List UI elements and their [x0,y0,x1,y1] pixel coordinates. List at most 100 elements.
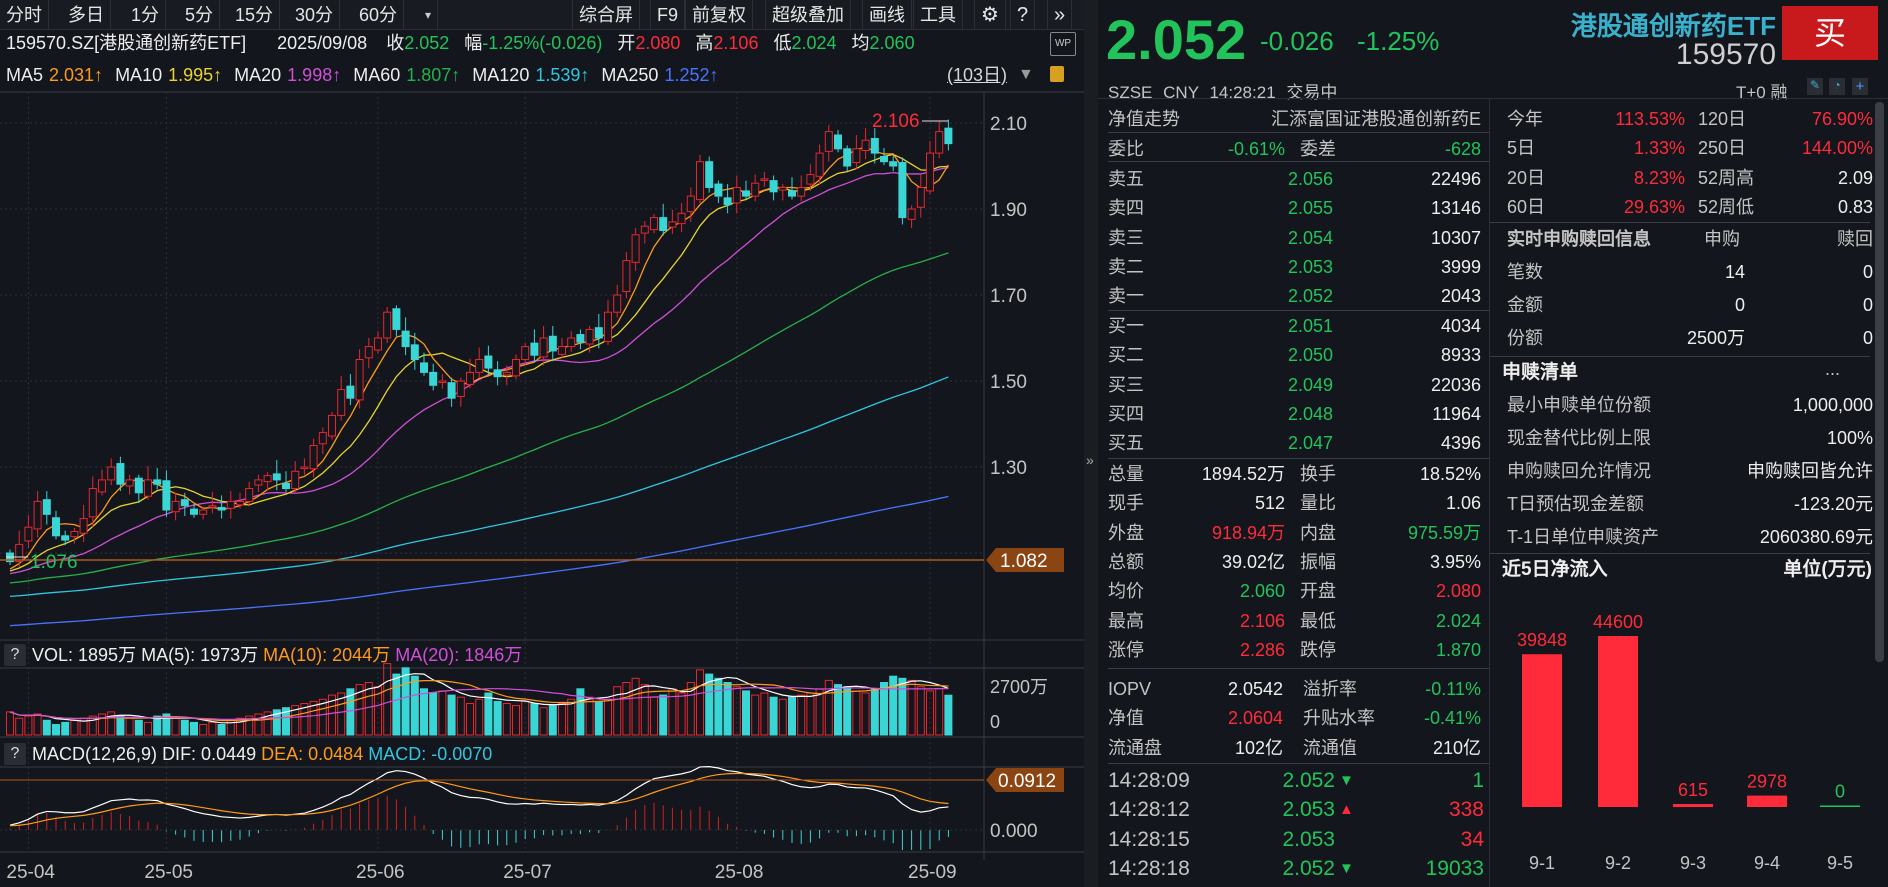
tool-button-1[interactable]: F9 [650,0,686,30]
candle [401,317,410,356]
bell-icon[interactable]: ◔ [1829,78,1845,95]
candle [346,374,355,406]
candle [98,469,106,496]
date-tick-label: 25-04 [6,862,55,883]
tool-button-3[interactable]: 超级叠加 [765,0,851,30]
divider [1108,132,1489,133]
basket-row-value: 2060380.69元 [1759,527,1873,547]
divider [1108,310,1489,311]
candle-body [613,294,622,313]
candle [521,343,530,365]
lock-icon[interactable] [1050,66,1064,82]
vol-help-button[interactable]: ? [4,644,26,666]
volume-bar [530,703,539,736]
stats-value: 918.94万 [1211,522,1285,543]
returns-label2: 250日 [1698,138,1747,159]
level-price: 2.052 [1287,286,1333,307]
candle [24,515,33,548]
period-tab-1[interactable]: 多日 [62,0,111,30]
candle [815,144,824,185]
current-price-tag: 1.082 [1000,551,1048,572]
period-tab-5[interactable]: 30分 [289,0,341,30]
high-label: 高 [695,33,714,53]
range-dropdown-icon[interactable]: ▼ [1018,66,1034,83]
returns-label: 20日 [1507,167,1546,188]
candle [594,313,603,349]
tool-button-5[interactable]: 工具 [913,0,963,30]
volume-bar [263,711,272,736]
tool-button-2[interactable]: 前复权 [685,0,753,30]
tick-time: 14:28:18 [1108,856,1190,880]
period-tab-6[interactable]: 60分 [353,0,405,30]
expand-icon[interactable]: » [1086,452,1094,468]
expand-icon[interactable]: » [1047,0,1073,30]
candle-body [512,359,520,377]
ma-value: 1.252↑ [664,65,719,85]
period-tab-3[interactable]: 5分 [179,0,221,30]
scrollbar[interactable] [1875,102,1884,662]
stats-label2: 跌停 [1300,639,1336,660]
divider [1108,161,1489,162]
candle-body [751,182,760,197]
candle [162,470,171,517]
stats-label2: 振幅 [1300,551,1336,572]
candle [153,467,162,490]
tool-button-0[interactable]: 综合屏 [572,0,640,30]
returns-label2: 52周低 [1698,196,1755,217]
volume-bar [24,715,33,736]
macd-dea: DEA: 0.0484 [261,744,364,764]
candle-body [272,473,281,481]
divider [1108,458,1489,459]
volume-bar [907,679,916,736]
candle [889,154,898,172]
volume-bar [272,709,281,736]
screen-wp-icon[interactable]: WP [1050,32,1076,56]
stats-label: 最高 [1108,610,1144,631]
candle-body [171,500,180,513]
kline-chart[interactable]: 2.10 1.90 1.70 1.50 1.30 25-04 25-05 25-06 25-07… [0,0,1084,887]
candle [696,154,704,203]
candle [797,175,806,202]
candle [337,375,346,421]
period-tab-2[interactable]: 1分 [125,0,167,30]
volume-bar [180,719,189,736]
macd-dif: DIF: 0.0449 [162,744,257,764]
etf_stats-value2: 210亿 [1432,737,1481,758]
gear-icon[interactable]: ⚙ [974,0,1006,30]
collapse-strip[interactable]: » [1084,0,1098,887]
inflow-date-label: 9-1 [1529,853,1555,873]
ma120-line [9,376,949,598]
range-days[interactable]: (103日) [947,65,1008,85]
etf_stats-label: IOPV [1108,679,1152,699]
edit-icon[interactable]: ✎ [1807,78,1823,95]
volume-bar [935,688,944,736]
stats-label2: 开盘 [1300,581,1336,602]
candle [263,472,272,491]
period-tab-0[interactable]: 分时 [0,0,49,30]
level-label: 卖一 [1108,286,1144,307]
volume-bar [567,698,576,736]
volume-bar [926,690,934,736]
volume-bar [171,717,180,736]
volume-bar [640,684,649,736]
candle-body [686,195,695,213]
etf_stats-value2: -0.11% [1425,679,1481,699]
period-tab-4[interactable]: 15分 [229,0,281,30]
volume-bar [98,713,106,736]
buy-button[interactable]: 买 [1782,6,1878,60]
candle-body [300,466,309,469]
candle-body [429,371,438,386]
volume-bar [125,717,134,736]
date-tick-label: 25-09 [908,862,957,883]
stats-value: 2.286 [1239,639,1285,660]
more-periods-icon[interactable]: ▾ [419,0,439,30]
volume-bar [824,679,833,736]
macd-help-button[interactable]: ? [4,743,26,765]
help-icon[interactable]: ? [1010,0,1036,30]
divider [1490,553,1870,554]
ma-value: 1.995↑ [168,65,223,85]
more-button[interactable]: ... [1825,359,1841,379]
candle [604,300,612,345]
tool-button-4[interactable]: 画线 [862,0,912,30]
add-icon[interactable]: + [1852,78,1868,95]
